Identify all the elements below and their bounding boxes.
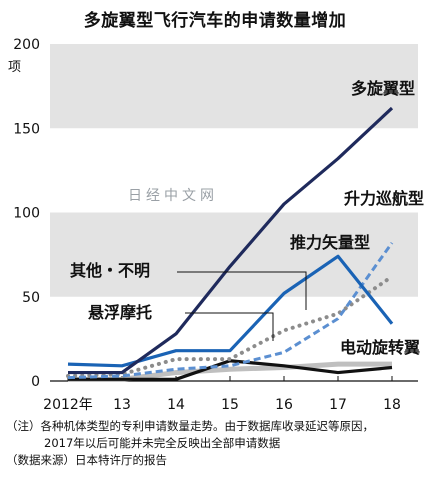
series-line-2 [67, 254, 394, 368]
note-line-1: （注）各种机体类型的专利申请数量走势。由于数据库收录延迟等原因， [6, 419, 374, 433]
y-axis-ticks: 0 50 100 150 200 [13, 37, 40, 390]
x-tick-label: 14 [167, 397, 185, 413]
grid-band-1 [50, 212, 418, 297]
y-tick-label: 200 [13, 37, 40, 53]
y-tick-label: 150 [13, 121, 40, 137]
leader-line-other [177, 271, 307, 310]
y-tick-label: 0 [31, 374, 40, 390]
footnotes: （注）各种机体类型的专利申请数量走势。由于数据库收录延迟等原因， 2017年以后… [6, 418, 430, 469]
x-tick-label: 2012年 [43, 397, 93, 413]
series-label-4: 悬浮摩托 [87, 303, 152, 322]
series-label-1: 升力巡航型 [344, 189, 424, 208]
chart-title: 多旋翼型飞行汽车的申请数量增加 [83, 11, 347, 31]
watermark: 日经中文网 [128, 188, 218, 204]
series-label-2: 推力矢量型 [290, 233, 370, 252]
x-tick-label: 13 [113, 397, 131, 413]
grid-bands [50, 44, 418, 382]
source-line: （数据来源）日本特许厅的报告 [6, 453, 167, 467]
y-axis-unit: 项 [8, 60, 21, 75]
label-leader-lines [177, 271, 307, 341]
series-label-0: 多旋翼型 [351, 79, 415, 98]
x-tick-label: 15 [221, 397, 239, 413]
x-tick-label: 16 [275, 397, 293, 413]
x-tick-label: 17 [329, 397, 347, 413]
grid-band-0 [50, 44, 418, 129]
series-line-0 [68, 106, 394, 375]
series-line-1 [67, 241, 394, 380]
series-label-3: 其他・不明 [70, 261, 150, 280]
note-line-2: 2017年以后可能并未完全反映出全部申请数据 [44, 436, 281, 450]
series-line-3 [66, 274, 394, 378]
x-axis-ticks: 2012年 13 14 15 16 17 18 [43, 376, 401, 413]
series-label-5: 电动旋转翼 [340, 338, 420, 357]
series-lines [66, 106, 394, 382]
y-tick-label: 50 [22, 290, 40, 306]
leader-line-hoverbike [185, 312, 274, 341]
y-tick-label: 100 [13, 206, 40, 222]
x-tick-label: 18 [383, 397, 401, 413]
